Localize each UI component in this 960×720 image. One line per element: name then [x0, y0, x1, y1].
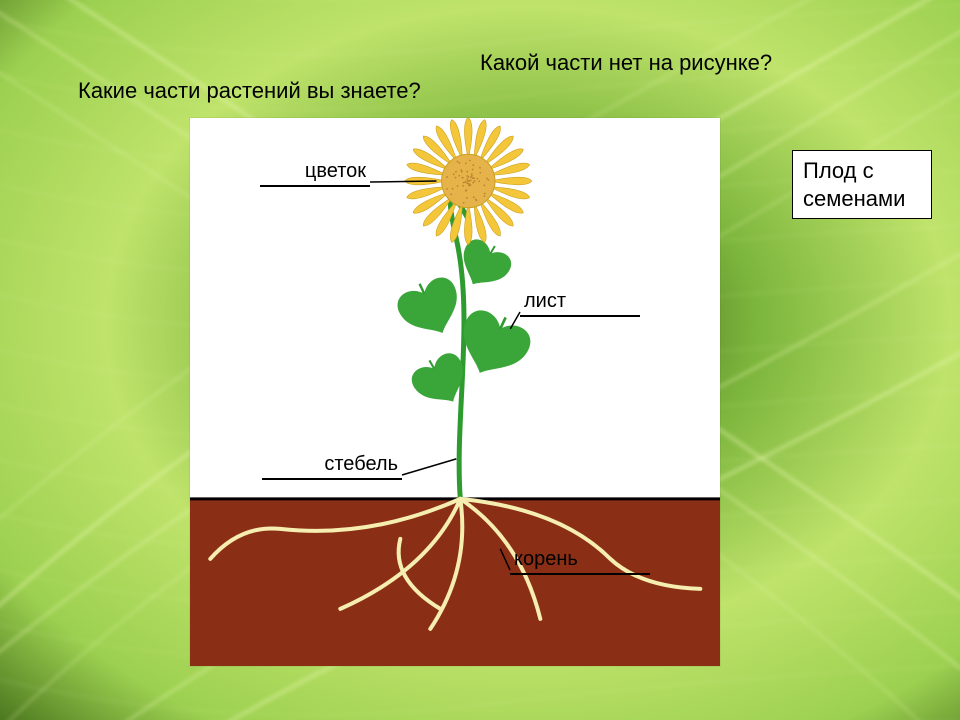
label-leaf: лист: [520, 290, 640, 317]
label-stem: стебель: [262, 453, 402, 480]
label-root: корень: [510, 548, 650, 575]
question-2: Какой части нет на рисунке?: [480, 50, 772, 76]
label-flower: цветок: [260, 160, 370, 187]
answer-box: Плод с семенами: [792, 150, 932, 219]
plant-diagram: цветок лист стебель корень: [190, 118, 720, 666]
stage: Какие части растений вы знаете? Какой ча…: [0, 0, 960, 720]
plant-svg: [190, 118, 720, 666]
question-1: Какие части растений вы знаете?: [78, 78, 421, 104]
